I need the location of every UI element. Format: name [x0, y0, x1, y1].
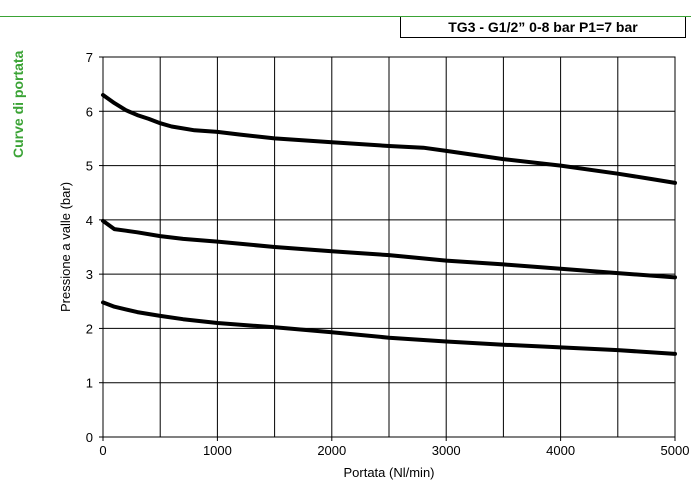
y-tick-label: 7: [86, 50, 93, 65]
series-line-3: [101, 300, 677, 356]
header-rule: [0, 16, 691, 17]
series-line-2: [101, 218, 677, 280]
y-tick-label: 0: [86, 430, 93, 445]
chart-title: TG3 - G1/2” 0-8 bar P1=7 bar: [400, 17, 686, 38]
y-tick-label: 6: [86, 104, 93, 119]
y-tick-label: 2: [86, 321, 93, 336]
series-line-1: [101, 93, 677, 185]
x-tick-label: 4000: [546, 443, 575, 458]
section-title: Curve di portata: [9, 18, 29, 178]
y-tick-label: 5: [86, 159, 93, 174]
y-axis-label: Pressione a valle (bar): [58, 182, 73, 312]
y-tick-label: 3: [86, 267, 93, 282]
plot-frame: [102, 56, 676, 438]
y-tick-label: 1: [86, 376, 93, 391]
x-tick-label: 0: [99, 443, 106, 458]
section-title-text: Curve di portata: [10, 50, 26, 158]
x-tick-label: 1000: [203, 443, 232, 458]
y-tick-label: 4: [86, 213, 93, 228]
x-axis-label: Portata (Nl/min): [343, 465, 434, 480]
x-tick-label: 3000: [432, 443, 461, 458]
x-tick-label: 5000: [661, 443, 690, 458]
x-tick-label: 2000: [317, 443, 346, 458]
